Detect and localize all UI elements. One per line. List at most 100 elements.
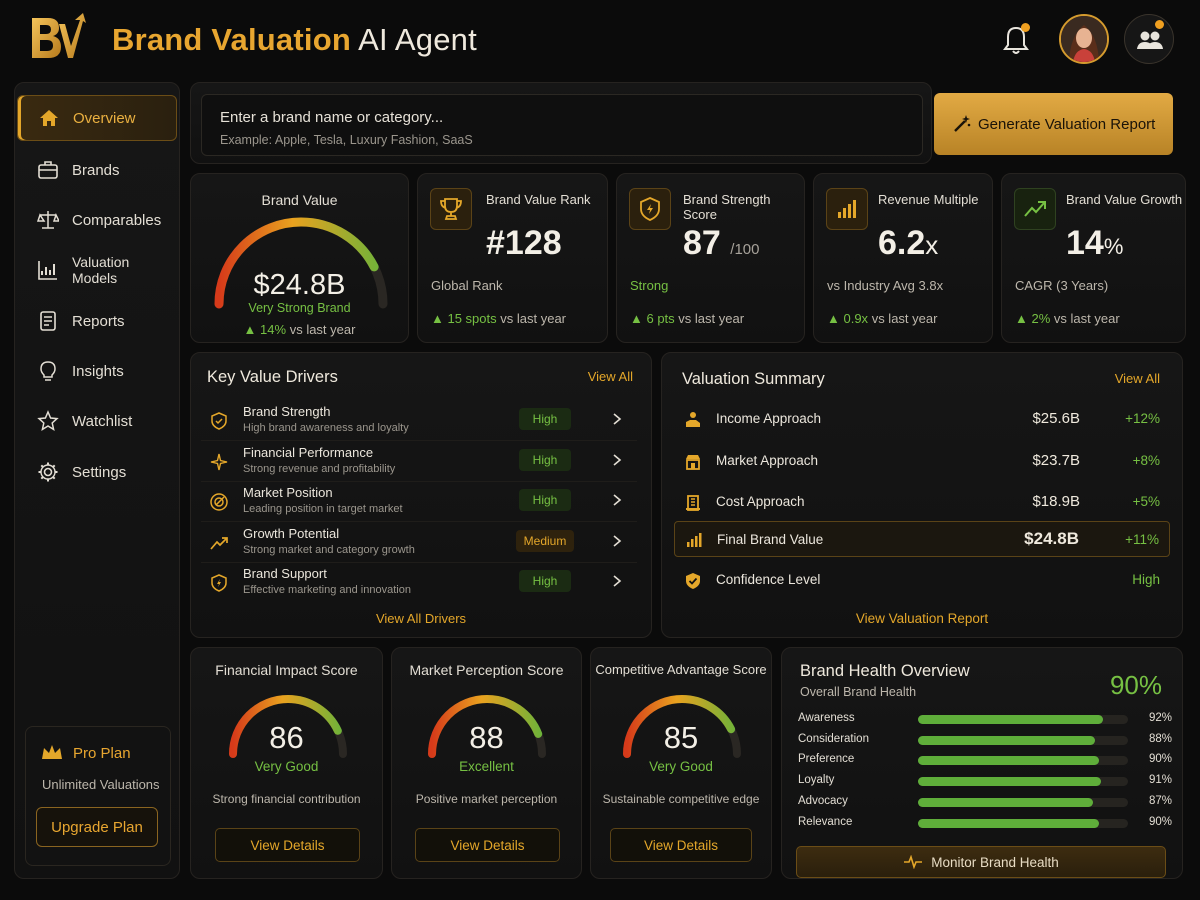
score-rating: Very Good [254,759,319,774]
health-metric-bar [918,756,1128,766]
driver-row-growth-potential[interactable]: Growth Potential Strong market and categ… [201,523,637,563]
health-metric-row: Loyalty 91% [782,774,1182,792]
drivers-view-all-link[interactable]: View All [587,369,633,384]
chevron-right-icon [613,454,622,466]
brand-logo [32,13,86,58]
score-card-competitive-advantage: Competitive Advantage Score 85 Very Good… [590,647,772,879]
driver-desc: Effective marketing and innovation [243,584,411,596]
valuation-view-all-link[interactable]: View All [1114,371,1160,386]
badge-icon [211,412,227,430]
bar-chart-icon [826,188,868,230]
notifications-bell-icon[interactable] [992,16,1040,64]
star-icon [37,410,59,431]
crown-icon [42,745,62,759]
health-metric-label: Relevance [798,815,853,828]
kpi-value: 14% [1066,224,1124,262]
kpi-delta: ▲ 2% vs last year [1015,311,1120,326]
chevron-right-icon [613,535,622,547]
sidebar-item-overview[interactable]: Overview [17,95,177,141]
health-metric-row: Preference 90% [782,753,1182,771]
score-title: Market Perception Score [409,662,564,678]
sidebar-item-settings[interactable]: Settings [17,449,177,495]
valuation-amount: $25.6B [1032,410,1080,427]
score-title: Competitive Advantage Score [595,662,767,677]
valuation-change: +12% [1125,411,1160,426]
score-card-market-perception: Market Perception Score 88 Excellent Pos… [391,647,582,879]
brand-search-input[interactable]: Enter a brand name or category... Exampl… [201,94,923,156]
driver-name: Brand Support [243,566,327,581]
sidebar-item-valuation-models[interactable]: Valuation Models [17,247,177,293]
key-value-drivers-panel: Key Value Drivers View All Brand Strengt… [190,352,652,638]
valuation-change: +5% [1132,494,1160,509]
kpi-card-rank: Brand Value Rank #128 Global Rank ▲ 15 s… [417,173,608,343]
sidebar-item-reports[interactable]: Reports [17,298,177,344]
trend-up-icon [1014,188,1056,230]
upgrade-plan-button[interactable]: Upgrade Plan [36,807,158,847]
health-metric-fill [918,735,1096,745]
health-metric-percent: 90% [1148,753,1172,766]
scale-icon [37,211,59,229]
driver-row-financial-performance[interactable]: Financial Performance Strong revenue and… [201,442,637,482]
generate-valuation-report-button[interactable]: Generate Valuation Report [934,93,1173,155]
sidebar: Overview Brands Comparables Valuation Mo… [14,82,180,879]
health-metric-row: Advocacy 87% [782,795,1182,813]
driver-level-badge: Medium [516,530,574,552]
sidebar-item-brands[interactable]: Brands [17,147,177,193]
sidebar-item-label: Insights [72,362,124,380]
health-metric-label: Awareness [798,712,855,724]
market-perception-gauge [428,695,546,758]
user-avatar[interactable] [1059,14,1109,64]
plan-card: Pro Plan Unlimited Valuations Upgrade Pl… [25,726,171,866]
gear-icon [38,462,58,482]
kpi-sub: Global Rank [431,278,503,293]
search-panel: Enter a brand name or category... Exampl… [190,82,932,164]
valuation-method: Market Approach [716,453,819,468]
app-title-bold: Brand Valuation [112,22,351,57]
valuation-method: Income Approach [716,411,822,426]
driver-desc: High brand awareness and loyalty [243,422,409,434]
brand-health-panel: Brand Health Overview Overall Brand Heal… [781,647,1183,879]
kpi-delta: ▲ 6 pts vs last year [630,311,745,326]
health-metric-fill [918,797,1094,807]
score-value: 85 [663,720,699,755]
sidebar-item-comparables[interactable]: Comparables [17,197,177,243]
health-metric-bar [918,715,1128,724]
sidebar-item-label: Overview [73,109,136,127]
brand-value-amount: $24.8B [253,269,346,301]
valuation-row-final: Final Brand Value $24.8B +11% [674,521,1170,557]
score-description: Strong financial contribution [212,792,361,806]
chevron-right-icon [613,413,622,425]
brand-value-rating: Very Strong Brand [248,301,351,315]
driver-row-brand-strength[interactable]: Brand Strength High brand awareness and … [201,401,637,441]
view-details-button[interactable]: View Details [415,828,560,862]
financial-impact-gauge [229,695,347,758]
view-all-drivers-link[interactable]: View All Drivers [375,611,467,626]
kpi-card-strength: Brand Strength Score 87 /100 Strong ▲ 6 … [616,173,805,343]
view-details-button[interactable]: View Details [610,828,752,862]
valuation-row-income: Income Approach $25.6B +12% [674,399,1170,439]
driver-row-market-position[interactable]: Market Position Leading position in targ… [201,482,637,522]
valuation-amount: $24.8B [1024,529,1079,548]
health-metric-percent: 87% [1148,794,1172,807]
search-placeholder: Enter a brand name or category... [220,109,444,126]
health-metric-percent: 88% [1148,732,1172,745]
team-switcher-icon[interactable] [1124,14,1174,64]
store-icon [686,455,700,470]
brand-value-delta-number: 14% [260,322,287,337]
sidebar-item-watchlist[interactable]: Watchlist [17,398,177,444]
sidebar-item-insights[interactable]: Insights [17,348,177,394]
health-title: Brand Health Overview [800,662,970,680]
sidebar-item-label: Comparables [72,211,162,229]
score-description: Positive market perception [415,792,558,806]
bar-chart-icon [687,533,702,547]
driver-row-brand-support[interactable]: Brand Support Effective marketing and in… [201,563,637,603]
kpi-label: Revenue Multiple [878,192,979,207]
view-details-button[interactable]: View Details [215,828,360,862]
valuation-row-market: Market Approach $23.7B +8% [674,441,1170,481]
competitive-advantage-gauge [623,695,741,758]
sidebar-item-label: Settings [72,463,127,481]
monitor-brand-health-button[interactable]: Monitor Brand Health [796,846,1166,878]
monitor-button-label: Monitor Brand Health [931,854,1059,870]
view-valuation-report-link[interactable]: View Valuation Report [855,611,989,626]
health-metric-fill [918,818,1100,828]
